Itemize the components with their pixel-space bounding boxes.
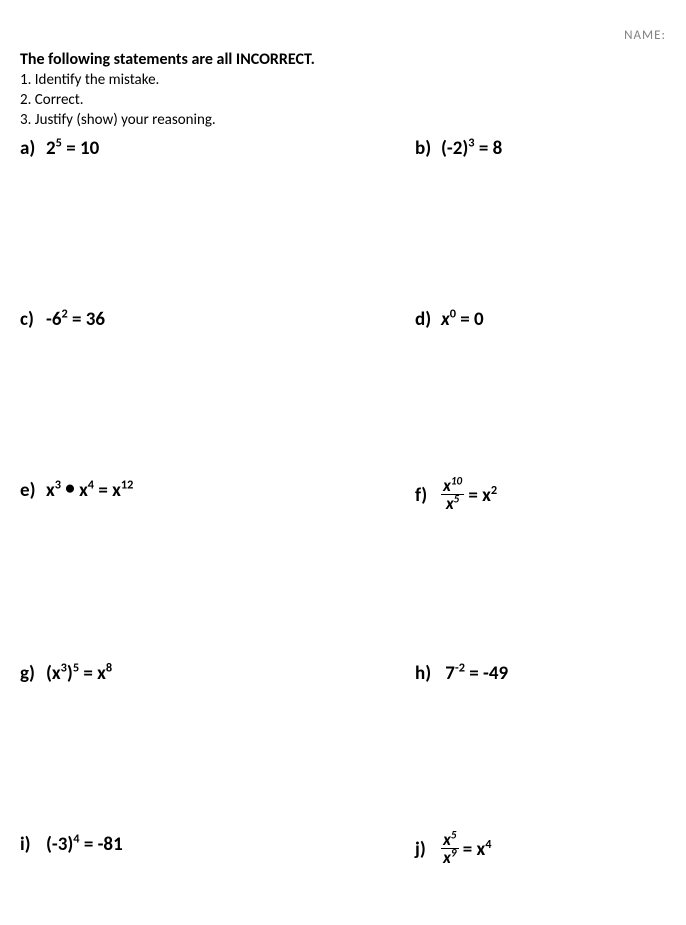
problem-f-res-exp: 2 bbox=[491, 483, 497, 498]
problem-a-base: 2 bbox=[46, 137, 56, 160]
problem-c-eq: = 36 bbox=[68, 308, 105, 331]
problem-h: h) 7-2 = -49 bbox=[415, 662, 666, 685]
problem-b: b)(-2)3 = 8 bbox=[415, 137, 666, 160]
problem-e: e)x3 • x4 = x12 bbox=[20, 479, 415, 502]
problem-h-base: 7 bbox=[445, 662, 455, 685]
problem-g: g)(x3)5 = x8 bbox=[20, 662, 415, 685]
problem-e-x1: x bbox=[46, 479, 55, 502]
problem-j-res-exp: 4 bbox=[485, 837, 491, 852]
problem-i: i)(-3)4 = -81 bbox=[20, 833, 415, 856]
problem-g-eq: = x bbox=[79, 662, 106, 685]
problem-e-exp3: 12 bbox=[121, 478, 134, 493]
problem-g-label: g) bbox=[20, 662, 46, 685]
problem-f-den-exp: 5 bbox=[454, 491, 460, 505]
problem-e-dot: • bbox=[61, 477, 79, 500]
header: The following statements are all INCORRE… bbox=[20, 50, 666, 129]
problem-e-label: e) bbox=[20, 479, 46, 502]
instruction-3: 3. Justify (show) your reasoning. bbox=[20, 111, 666, 129]
problem-j: j)x5x9 = x4 bbox=[415, 833, 666, 868]
problem-i-base: (-3) bbox=[46, 833, 73, 856]
problem-row-2: c)-62 = 36 d)x0 = 0 bbox=[20, 308, 666, 331]
problem-c-base: -6 bbox=[46, 308, 61, 331]
problem-f-eq: = x bbox=[464, 484, 491, 507]
problem-i-eq: = -81 bbox=[80, 833, 123, 856]
problem-c-label: c) bbox=[20, 308, 46, 331]
problem-row-1: a)25 = 10 b)(-2)3 = 8 bbox=[20, 137, 666, 160]
problem-row-4: g)(x3)5 = x8 h) 7-2 = -49 bbox=[20, 662, 666, 685]
problem-e-x2: x bbox=[79, 479, 88, 502]
problem-b-label: b) bbox=[415, 137, 441, 160]
problem-g-res-exp: 8 bbox=[106, 661, 112, 676]
problem-d-var: x bbox=[441, 308, 450, 331]
problem-j-num-exp: 5 bbox=[451, 828, 457, 842]
problem-f-fraction: x10x5 bbox=[441, 477, 464, 512]
problem-row-3: e)x3 • x4 = x12 f)x10x5 = x2 bbox=[20, 479, 666, 514]
problem-f-den-x: x bbox=[446, 493, 454, 514]
problem-g-lparen: (x bbox=[46, 662, 61, 685]
title: The following statements are all INCORRE… bbox=[20, 50, 666, 69]
problem-h-eq: = -49 bbox=[465, 662, 508, 685]
instruction-2: 2. Correct. bbox=[20, 91, 666, 109]
problem-f-label: f) bbox=[415, 484, 441, 507]
problems-grid: a)25 = 10 b)(-2)3 = 8 c)-62 = 36 d)x0 = … bbox=[20, 137, 666, 868]
problem-j-label: j) bbox=[415, 838, 441, 861]
problem-j-eq: = x bbox=[459, 838, 486, 861]
problem-j-fraction: x5x9 bbox=[441, 831, 459, 866]
problem-e-eqx: = x bbox=[94, 479, 121, 502]
problem-j-den-x: x bbox=[443, 847, 451, 868]
problem-a: a)25 = 10 bbox=[20, 137, 415, 160]
problem-j-den-exp: 9 bbox=[451, 846, 457, 860]
problem-f: f)x10x5 = x2 bbox=[415, 479, 666, 514]
problem-f-num-exp: 10 bbox=[451, 473, 462, 487]
problem-d-label: d) bbox=[415, 308, 441, 331]
problem-b-eq: = 8 bbox=[475, 137, 503, 160]
instruction-1: 1. Identify the mistake. bbox=[20, 71, 666, 89]
problem-h-label: h) bbox=[415, 662, 441, 685]
problem-d-eq: = 0 bbox=[456, 308, 484, 331]
problem-i-label: i) bbox=[20, 833, 46, 856]
name-label: NAME: bbox=[624, 28, 666, 43]
problem-c: c)-62 = 36 bbox=[20, 308, 415, 331]
problem-a-eq: = 10 bbox=[62, 137, 99, 160]
problem-a-label: a) bbox=[20, 137, 46, 160]
problem-row-5: i)(-3)4 = -81 j)x5x9 = x4 bbox=[20, 833, 666, 868]
problem-h-exp: -2 bbox=[455, 661, 465, 676]
problem-d: d)x0 = 0 bbox=[415, 308, 666, 331]
problem-b-base: (-2) bbox=[441, 137, 468, 160]
